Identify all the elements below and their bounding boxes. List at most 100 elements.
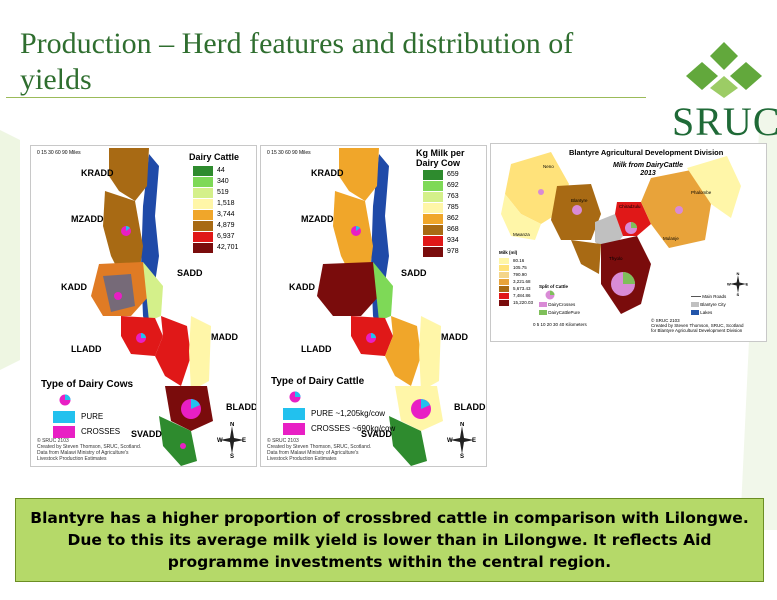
scale-bar: 0 15 30 60 90 Miles: [267, 150, 311, 156]
legend-item: 934: [423, 236, 459, 246]
split-swatch: [539, 310, 547, 316]
place-label: Mulanje: [663, 236, 679, 241]
svg-text:S: S: [460, 454, 464, 458]
type-row: PURE: [53, 411, 103, 423]
legend-title: Dairy Cattle: [189, 152, 240, 162]
svg-text:E: E: [472, 438, 476, 444]
region-label: MADD: [441, 332, 468, 342]
scale-ticks: 0 5 10 20 30 40: [533, 322, 565, 327]
place-label: Mwanza: [513, 232, 530, 237]
type-row: CROSSES ~690kg/cow: [283, 423, 395, 435]
split-label: DairyCattlePure: [548, 310, 581, 315]
legend-item: 44: [193, 166, 225, 176]
scale-ticks: 0 15 30 60 90: [267, 150, 298, 156]
region-label: BLADD: [226, 402, 257, 412]
legend-item: 15,220.03: [499, 300, 533, 306]
region-label: SVADD: [131, 429, 162, 439]
sruc-logo: [686, 42, 762, 98]
region-label: KRADD: [311, 168, 344, 178]
blantyre-map: [501, 152, 741, 314]
map-credits: © SRUC 2103 Created by Steven Thomson, S…: [37, 438, 142, 462]
type-row: PURE ~1,205kg/cow: [283, 408, 385, 420]
legend-label: 862: [447, 215, 459, 222]
place-label: Neno: [543, 164, 554, 169]
logo-text: SRUC: [672, 99, 777, 144]
split-row: DairyCattlePure: [539, 310, 581, 316]
legend-label: 42,701: [217, 244, 239, 251]
legend-swatch: [193, 188, 213, 198]
feature-label: Main Roads: [702, 294, 727, 299]
split-row: DairyCrosses: [539, 302, 575, 308]
split-swatch: [539, 302, 547, 308]
legend-label: 4,879: [217, 222, 235, 229]
legend-title: Milk (ml): [499, 250, 518, 255]
legend-swatch: [423, 192, 443, 202]
legend-title: Kg Milk per Dairy Cow: [416, 148, 465, 168]
legend-item: 790.90: [499, 272, 527, 278]
feature-label: Lakes: [700, 310, 713, 315]
place-label: Chiradzulu: [619, 204, 641, 209]
legend-item: 340: [193, 177, 229, 187]
legend-swatch: [499, 272, 509, 278]
legend-label: 3,744: [217, 211, 235, 218]
legend-swatch: [193, 210, 213, 220]
legend-swatch: [499, 265, 509, 271]
legend-label: 1,518: [217, 200, 235, 207]
summary-callout: Blantyre has a higher proportion of cros…: [15, 498, 764, 582]
pie-icon: [59, 394, 71, 406]
type-label: CROSSES ~690kg/cow: [311, 424, 396, 433]
type-title: Type of Dairy Cows: [41, 379, 134, 390]
legend-swatch: [423, 236, 443, 246]
svg-text:W: W: [217, 438, 223, 444]
type-row: CROSSES: [53, 426, 120, 438]
legend-swatch: [193, 166, 213, 176]
legend-label: 659: [447, 171, 459, 178]
legend-label: 519: [217, 189, 229, 196]
legend-item: 1,518: [193, 199, 235, 209]
legend-item: 42,701: [193, 243, 239, 253]
svg-text:N: N: [230, 422, 234, 428]
legend-label: 3,221.68: [513, 279, 531, 284]
type-title: Type of Dairy Cattle: [271, 376, 365, 387]
legend-item: 4,879: [193, 221, 235, 231]
pure-swatch: [283, 408, 305, 420]
region-label: KADD: [61, 282, 87, 292]
legend-item: 785: [423, 203, 459, 213]
map-milk-per-cow: 0 15 30 60 90 Miles Kg Milk per Dairy Co…: [260, 145, 487, 467]
legend-swatch: [499, 300, 509, 306]
legend-swatch: [423, 203, 443, 213]
legend-swatch: [193, 243, 213, 253]
feature-row: Lakes: [691, 310, 713, 316]
legend-item: 6,937: [193, 232, 235, 242]
malawi-map-1: [91, 148, 213, 466]
malawi-map-2: [317, 148, 443, 466]
place-label: Thyolo: [609, 256, 623, 261]
crosses-swatch: [53, 426, 75, 438]
legend-label: 868: [447, 226, 459, 233]
region-label: KRADD: [81, 168, 114, 178]
type-label: PURE ~1,205kg/cow: [311, 409, 386, 418]
map-subtitle: Milk from DairyCattle 2013: [613, 162, 684, 177]
pie-icon: [289, 391, 301, 403]
legend-swatch: [193, 177, 213, 187]
feature-label: Blantyre City: [700, 302, 726, 307]
page-title: Production – Herd features and distribut…: [20, 27, 574, 96]
scale-ticks: 0 15 30 60 90: [37, 150, 68, 156]
legend-label: 785: [447, 204, 459, 211]
legend-item: 868: [423, 225, 459, 235]
region-label: MADD: [211, 332, 238, 342]
legend-label: 934: [447, 237, 459, 244]
legend-item: 7,484.86: [499, 293, 531, 299]
legend-item: 5,673.43: [499, 286, 531, 292]
crosses-swatch: [283, 423, 305, 435]
scale-bar: 0 5 10 20 30 40 Kilometers: [533, 322, 587, 327]
legend-item: 3,744: [193, 210, 235, 220]
legend-swatch: [499, 286, 509, 292]
svg-text:S: S: [230, 454, 234, 458]
legend-label: 5,673.43: [513, 286, 531, 291]
map-dairy-cattle: 0 15 30 60 90 Miles Dairy Cattle 44 340 51…: [30, 145, 257, 467]
legend-swatch: [423, 225, 443, 235]
svg-text:W: W: [447, 438, 453, 444]
map-blantyre: Blantyre Agricultural Development Divisi…: [490, 143, 767, 342]
map-credits: © SRUC 2103 Created by Steven Thomson, S…: [267, 438, 372, 462]
